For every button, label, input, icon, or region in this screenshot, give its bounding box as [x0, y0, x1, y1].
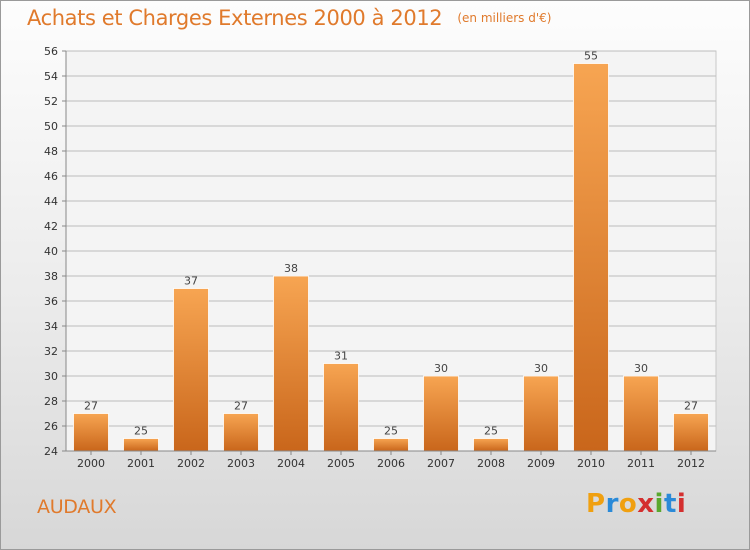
- bar-value-label: 30: [534, 362, 548, 375]
- bar: [173, 288, 209, 452]
- proxiti-logo: Proxiti: [586, 489, 686, 519]
- x-tick-label: 2006: [377, 457, 405, 470]
- logo-letter: i: [676, 489, 687, 519]
- bar: [673, 413, 709, 452]
- bar-value-label: 38: [284, 262, 298, 275]
- bar-value-label: 31: [334, 350, 348, 363]
- bar: [573, 63, 609, 452]
- bar: [423, 375, 459, 452]
- bar: [373, 438, 409, 452]
- logo-letter: i: [654, 489, 664, 519]
- x-tick-label: 2012: [677, 457, 705, 470]
- logo-letter: t: [663, 489, 677, 519]
- logo-letter: x: [637, 489, 655, 519]
- bar-value-label: 37: [184, 275, 198, 288]
- x-tick-label: 2000: [77, 457, 105, 470]
- bar-value-label: 27: [684, 400, 698, 413]
- y-tick-label: 48: [44, 145, 58, 158]
- bar-value-label: 30: [634, 362, 648, 375]
- y-tick-label: 28: [44, 395, 58, 408]
- y-tick-label: 46: [44, 170, 58, 183]
- bar: [473, 438, 509, 452]
- x-tick-label: 2005: [327, 457, 355, 470]
- bar-value-label: 55: [584, 50, 598, 63]
- bar-value-label: 27: [84, 400, 98, 413]
- logo-letter: P: [586, 489, 606, 519]
- x-tick-label: 2011: [627, 457, 655, 470]
- bar-value-label: 25: [484, 425, 498, 438]
- bar-value-label: 25: [134, 425, 148, 438]
- bar-value-label: 27: [234, 400, 248, 413]
- bar: [73, 413, 109, 452]
- bar-value-label: 30: [434, 362, 448, 375]
- y-tick-label: 24: [44, 445, 58, 458]
- bar: [123, 438, 159, 452]
- logo-letter: o: [618, 489, 638, 519]
- bar: [223, 413, 259, 452]
- x-tick-label: 2002: [177, 457, 205, 470]
- y-tick-label: 32: [44, 345, 58, 358]
- y-tick-label: 36: [44, 295, 58, 308]
- x-tick-label: 2003: [227, 457, 255, 470]
- y-tick-label: 54: [44, 70, 58, 83]
- y-tick-label: 38: [44, 270, 58, 283]
- y-tick-label: 42: [44, 220, 58, 233]
- x-tick-label: 2010: [577, 457, 605, 470]
- logo-letter: r: [605, 489, 619, 519]
- y-tick-label: 52: [44, 95, 58, 108]
- x-tick-label: 2008: [477, 457, 505, 470]
- y-tick-label: 26: [44, 420, 58, 433]
- y-tick-label: 56: [44, 45, 58, 58]
- x-tick-label: 2007: [427, 457, 455, 470]
- y-tick-label: 40: [44, 245, 58, 258]
- bar: [623, 375, 659, 452]
- bar: [273, 275, 309, 452]
- place-name: AUDAUX: [37, 496, 117, 518]
- chart-unit-note: (en milliers d'€): [457, 11, 552, 25]
- x-tick-label: 2001: [127, 457, 155, 470]
- y-tick-label: 50: [44, 120, 58, 133]
- x-tick-label: 2004: [277, 457, 305, 470]
- y-tick-label: 34: [44, 320, 58, 333]
- y-tick-label: 44: [44, 195, 58, 208]
- title-row: Achats et Charges Externes 2000 à 2012 (…: [27, 6, 551, 30]
- chart-title: Achats et Charges Externes 2000 à 2012: [27, 6, 443, 30]
- bar-value-label: 25: [384, 425, 398, 438]
- bar: [323, 363, 359, 452]
- y-tick-label: 30: [44, 370, 58, 383]
- x-tick-label: 2009: [527, 457, 555, 470]
- bar: [523, 375, 559, 452]
